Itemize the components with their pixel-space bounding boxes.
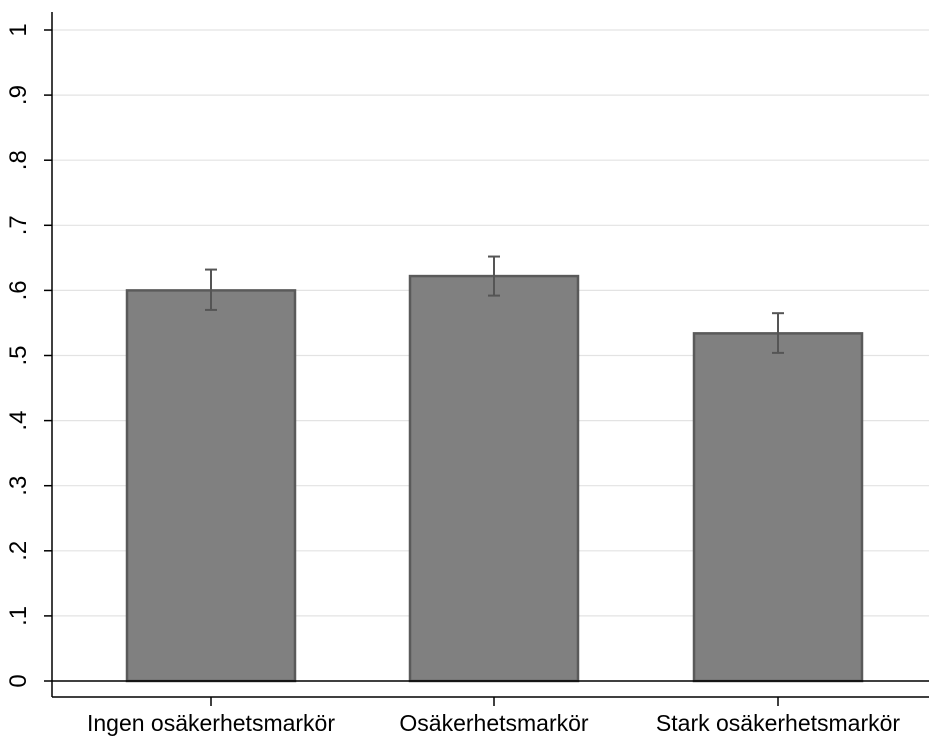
bar xyxy=(408,274,580,683)
axes xyxy=(44,12,929,706)
y-tick-label: .4 xyxy=(5,411,32,431)
y-tick-label: .9 xyxy=(5,85,32,105)
y-tick-label: .7 xyxy=(5,215,32,235)
x-tick-label: Osäkerhetsmarkör xyxy=(399,710,589,736)
y-tick-label: .6 xyxy=(5,280,32,300)
y-tick-label: .1 xyxy=(5,606,32,626)
x-tick-label: Ingen osäkerhetsmarkör xyxy=(87,710,335,736)
y-tick-label: 0 xyxy=(5,674,32,687)
error-bars xyxy=(205,255,784,354)
bars xyxy=(125,274,864,683)
y-tick-label: .3 xyxy=(5,476,32,496)
tick-labels: 0 .1 .2 .3 .4 .5 .6 .7 .8 .9 1 Ingen osäkerhetsmark… xyxy=(5,23,900,736)
bar xyxy=(692,332,864,683)
y-tick-label: .2 xyxy=(5,541,32,561)
bar xyxy=(125,289,297,683)
y-tick-label: 1 xyxy=(5,23,32,36)
y-tick-label: .8 xyxy=(5,150,32,170)
x-tick-label: Stark osäkerhetsmarkör xyxy=(656,710,900,736)
y-tick-label: .5 xyxy=(5,345,32,365)
